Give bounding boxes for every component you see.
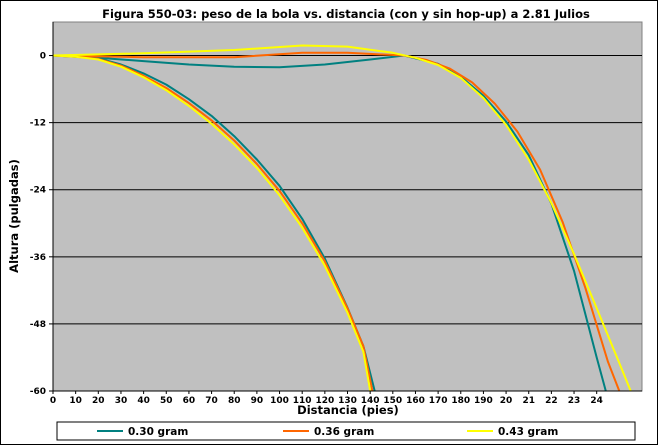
x-tick-label: 0: [50, 396, 56, 406]
x-tick-label: 40: [137, 396, 150, 406]
series-layer: [52, 44, 632, 392]
x-tick-label: 140: [361, 396, 380, 406]
x-tick-label: 130: [338, 396, 357, 406]
x-tick-label: 90: [251, 396, 264, 406]
legend-label: 0.36 gram: [314, 426, 374, 438]
legend-label: 0.43 gram: [498, 426, 558, 438]
legend-box: [56, 421, 636, 441]
legend-label: 0.30 gram: [128, 426, 188, 438]
y-tick-label: -48: [30, 320, 46, 330]
y-axis-title: Altura (pulgadas): [7, 159, 21, 273]
x-tick-label: 21: [522, 396, 535, 406]
x-tick-label: 60: [183, 396, 196, 406]
x-tick-label: 24: [590, 396, 603, 406]
x-tick-label: 20: [92, 396, 105, 406]
x-tick-label: 100: [270, 396, 289, 406]
x-tick-label: 120: [315, 396, 334, 406]
y-tick-label: -36: [30, 253, 46, 263]
y-tick-label: -12: [30, 119, 46, 129]
grid-layer: [53, 55, 642, 325]
series-line-2-curve-1: [52, 44, 632, 392]
x-tick-label: 23: [568, 396, 581, 406]
x-tick-label: 150: [383, 396, 402, 406]
x-tick-label: 180: [451, 396, 470, 406]
x-tick-label: 22: [545, 396, 558, 406]
x-tick-label: 160: [406, 396, 425, 406]
y-tick-label: -24: [30, 186, 46, 196]
x-tick-label: 70: [205, 396, 218, 406]
y-tick-label: 0: [40, 52, 46, 62]
legend: 0.30 gram 0.36 gram 0.43 gram: [97, 426, 558, 438]
x-axis-ticks: 0 10 20 30 40 50 60 70 80 90 100 110 120 130 140 150 160…: [50, 391, 603, 406]
y-tick-label: -60: [30, 387, 46, 397]
series-line-2-curve-0: [52, 54, 372, 392]
x-tick-label: 80: [228, 396, 241, 406]
x-tick-label: 110: [293, 396, 312, 406]
x-tick-label: 190: [474, 396, 493, 406]
x-tick-label: 10: [69, 396, 82, 406]
x-tick-label: 30: [115, 396, 128, 406]
plot-area: [52, 21, 643, 392]
y-axis-ticks: 0 -12 -24 -36 -48 -60: [30, 52, 53, 397]
x-axis-title: Distancia (pies): [297, 403, 399, 417]
x-tick-label: 50: [160, 396, 173, 406]
x-tick-label: 170: [429, 396, 448, 406]
chart-title: Figura 550-03: peso de la bola vs. dista…: [102, 7, 590, 21]
x-tick-label: 20: [500, 396, 513, 406]
